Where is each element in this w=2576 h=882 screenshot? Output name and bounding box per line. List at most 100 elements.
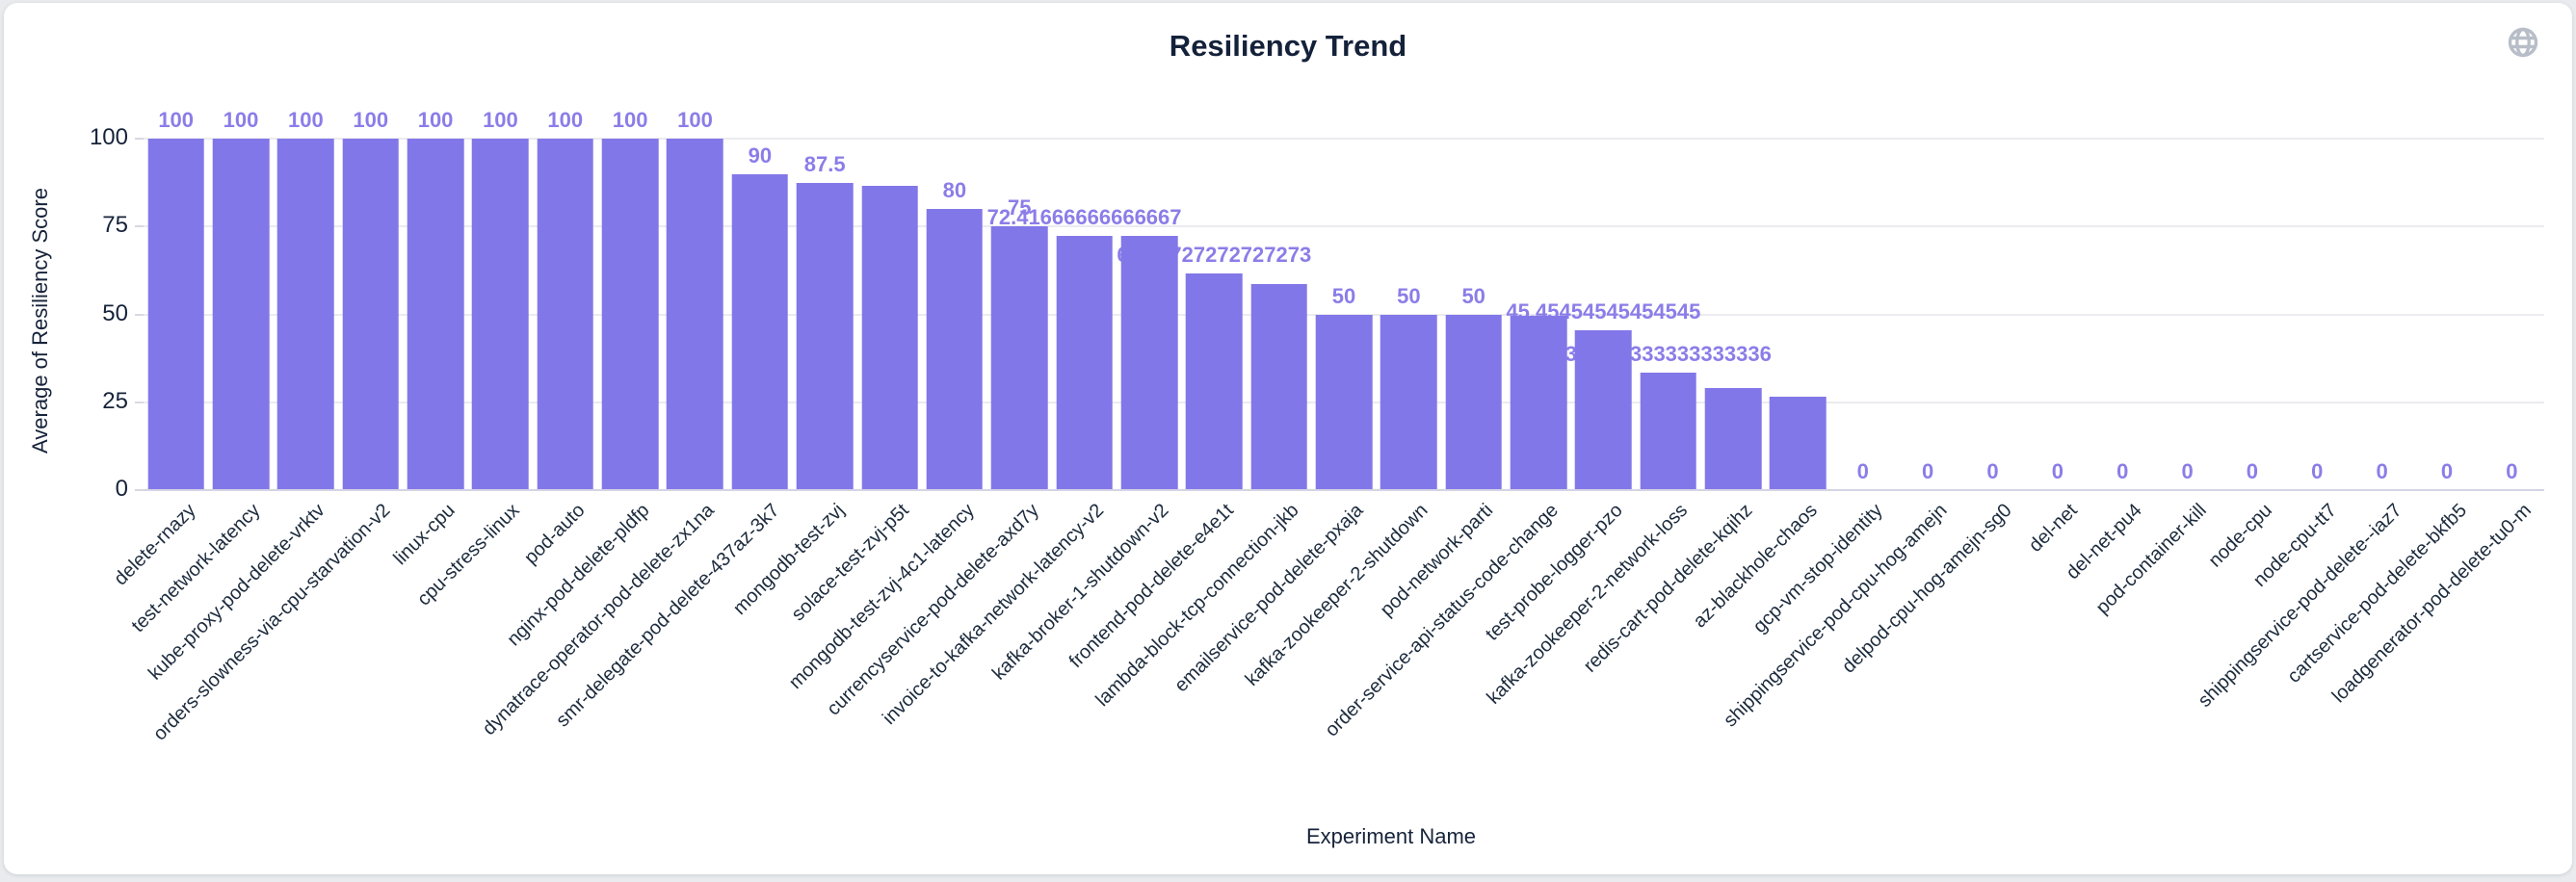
x-axis-label: pod-container-kill — [2091, 500, 2212, 619]
bar-column: 100 nginx-pod-delete-pldfp — [503, 108, 662, 650]
x-axis-label: del-net — [2024, 500, 2082, 557]
bar-column: solace-test-zvj-p5t — [788, 139, 922, 625]
bar-column: 0 gcp-vm-stop-identity — [1748, 139, 1895, 637]
bar-column: 100 delete-rnazy — [110, 108, 208, 589]
chart-title: Resiliency Trend — [1169, 29, 1407, 63]
bar-column: lambda-block-tcp-connection-jkb — [1091, 139, 1311, 711]
bar-invoice-to-kafka-network-latency-v2[interactable] — [1056, 235, 1113, 490]
bar-nginx-pod-delete-pldfp[interactable] — [601, 139, 659, 490]
bar-column: az-blackhole-chaos — [1690, 139, 1830, 632]
x-axis-line — [144, 489, 2544, 491]
bar-column: 100 dynatrace-operator-pod-delete-zx1na — [479, 108, 727, 739]
value-label: 0 — [2181, 459, 2194, 483]
value-label: 0 — [1986, 459, 1999, 483]
value-label: 100 — [417, 108, 454, 132]
value-label: 0 — [2440, 459, 2454, 483]
x-axis-label: order-service-api-status-code-change — [1321, 500, 1563, 741]
y-tickmark-0 — [135, 489, 144, 491]
bar-column: 87.5 mongodb-test-zvj — [729, 139, 857, 619]
bar-column: 0 loadgenerator-pod-delete-tu0-m — [2328, 139, 2544, 707]
bar-az-blackhole-chaos[interactable] — [1770, 397, 1827, 490]
y-tick-label-50: 50 — [102, 299, 128, 326]
bar-kafka-zookeeper-2-shutdown[interactable] — [1380, 314, 1437, 490]
bar-column: 0 pod-container-kill — [2092, 139, 2220, 618]
bar-orders-slowness-via-cpu-starvation-v2[interactable] — [342, 139, 400, 490]
bar-column: 80 mongodb-test-zvj-4c1-latency — [784, 139, 986, 693]
value-label: 50 — [1461, 283, 1485, 308]
bar-column: 45.45454545454545 test-probe-logger-pzo — [1482, 139, 1700, 645]
globe-icon[interactable] — [2507, 26, 2539, 59]
bar-column: redis-cart-pod-delete-kqihz — [1580, 139, 1765, 677]
bar-column: 75 currencyservice-pod-delete-axd7y — [823, 139, 1052, 720]
value-label: 0 — [2116, 459, 2129, 483]
chart-card: Resiliency Trend Average of Resiliency S… — [4, 3, 2572, 874]
y-tickmark-50 — [135, 313, 144, 316]
bar-column: 61.72727272727273 frontend-pod-delete-e4e… — [1065, 139, 1311, 672]
x-axis-label: mongodb-test-zvj — [728, 500, 849, 620]
bar-column: kafka-broker-1-shutdown-v2 — [988, 139, 1181, 685]
bar-column: 100 test-network-latency — [127, 108, 273, 636]
bar-delete-rnazy[interactable] — [147, 139, 204, 490]
value-label: 75 — [1007, 195, 1032, 220]
bar-column: 0 node-cpu-tt7 — [2249, 139, 2350, 591]
bar-linux-cpu[interactable] — [407, 139, 464, 490]
value-label: 50 — [1331, 283, 1356, 308]
y-tickmark-100 — [135, 138, 144, 140]
bar-kafka-broker-1-shutdown-v2[interactable] — [1120, 236, 1178, 490]
bar-lambda-block-tcp-connection-jkb[interactable] — [1250, 284, 1307, 490]
bar-mongodb-test-zvj[interactable] — [796, 182, 854, 490]
bar-order-service-api-status-code-change[interactable] — [1510, 316, 1567, 490]
bar-pod-auto[interactable] — [537, 139, 594, 490]
value-label: 100 — [677, 108, 713, 132]
bar-dynatrace-operator-pod-delete-zx1na[interactable] — [667, 139, 723, 490]
bar-redis-cart-pod-delete-kqihz[interactable] — [1704, 388, 1762, 490]
bar-column: 50 emailservice-pod-delete-pxaja — [1170, 139, 1376, 696]
bar-solace-test-zvj-p5t[interactable] — [861, 186, 918, 490]
value-label: 100 — [158, 108, 195, 132]
value-label: 100 — [483, 108, 518, 132]
bar-kube-proxy-pod-delete-vrktv[interactable] — [277, 139, 334, 490]
bar-column: 50 pod-network-parti — [1377, 139, 1506, 621]
bar-kafka-zookeeper-2-network-loss[interactable] — [1640, 373, 1697, 490]
value-label: 0 — [1856, 459, 1869, 483]
value-label: 100 — [547, 108, 584, 132]
bar-mongodb-test-zvj-4c1-latency[interactable] — [926, 209, 984, 490]
bar-cpu-stress-linux[interactable] — [472, 139, 529, 490]
value-label: 90 — [748, 143, 773, 168]
value-label: 0 — [1922, 459, 1934, 483]
bar-test-network-latency[interactable] — [212, 139, 270, 490]
value-label: 100 — [353, 108, 389, 132]
y-axis-title: Average of Resiliency Score — [28, 188, 52, 454]
bar-column: 0 delpod-cpu-hog-amejn-sg0 — [1838, 139, 2025, 678]
gridline-y-100 — [144, 138, 2544, 140]
bar-column: 0 shippingservice-pod-delete--iaz7 — [2194, 139, 2414, 712]
x-axis-label: orders-slowness-via-cpu-starvation-v2 — [148, 500, 395, 745]
bar-test-probe-logger-pzo[interactable] — [1575, 330, 1632, 490]
bar-column: 0 node-cpu — [2204, 139, 2284, 572]
bar-column: order-service-api-status-code-change — [1321, 139, 1570, 741]
bar-emailservice-pod-delete-pxaja[interactable] — [1315, 314, 1373, 490]
bar-currencyservice-pod-delete-axd7y[interactable] — [990, 226, 1048, 490]
bar-column: 100 kube-proxy-pod-delete-vrktv — [145, 108, 338, 685]
value-label: 0 — [2506, 459, 2518, 483]
x-axis-title: Experiment Name — [1305, 824, 1477, 848]
bar-column: 0 del-net — [2025, 139, 2090, 557]
y-tick-label-0: 0 — [115, 475, 128, 502]
bar-frontend-pod-delete-e4e1t[interactable] — [1185, 272, 1243, 490]
value-label: 0 — [2311, 459, 2324, 483]
bar-smr-delegate-pod-delete-437az-3k7[interactable] — [731, 173, 789, 490]
bar-column: 72.41666666666667 invoice-to-kafka-networ… — [879, 139, 1181, 729]
y-tick-label-25: 25 — [102, 387, 128, 414]
value-label: 87.5 — [803, 151, 846, 176]
y-tickmark-75 — [135, 225, 144, 228]
x-axis-label: az-blackhole-chaos — [1689, 500, 1823, 633]
bar-column: 90 smr-delegate-pod-delete-437az-3k7 — [552, 139, 792, 731]
bar-column: 100 orders-slowness-via-cpu-starvation-v2 — [149, 108, 403, 744]
value-label: 100 — [288, 108, 324, 132]
y-tickmark-25 — [135, 401, 144, 403]
x-axis-label: dynatrace-operator-pod-delete-zx1na — [478, 500, 720, 740]
bar-pod-network-parti[interactable] — [1445, 314, 1502, 490]
bar-column: 100 pod-auto — [520, 108, 597, 568]
bar-column: 50 kafka-zookeeper-2-shutdown — [1242, 139, 1441, 690]
value-label: 50 — [1397, 283, 1421, 308]
